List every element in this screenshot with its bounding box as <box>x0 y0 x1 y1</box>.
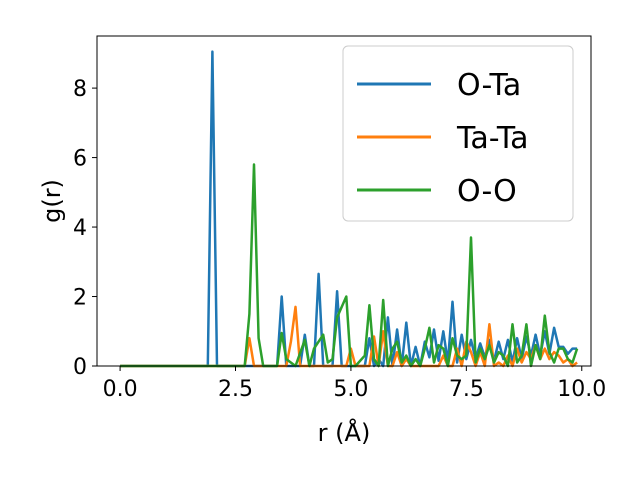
y-axis-ticks: 0 2 4 6 8 <box>73 77 97 380</box>
x-axis-label: r (Å) <box>318 418 371 447</box>
x-tick-label: 0.0 <box>103 377 138 402</box>
x-tick-label: 2.5 <box>218 377 253 402</box>
x-axis-ticks: 0.0 2.5 5.0 7.5 10.0 <box>103 366 606 402</box>
legend-label-ta-ta: Ta-Ta <box>456 121 529 156</box>
y-tick-label: 4 <box>73 216 87 241</box>
plot-frame <box>96 35 592 367</box>
legend: O-Ta Ta-Ta O-O <box>342 45 574 222</box>
y-tick-label: 2 <box>73 286 87 311</box>
x-tick-label: 7.5 <box>449 377 484 402</box>
y-tick-label: 0 <box>73 355 87 380</box>
legend-label-o-o: O-O <box>457 174 517 209</box>
y-tick-label: 6 <box>73 147 87 172</box>
y-axis-label: g(r) <box>38 179 66 223</box>
x-tick-label: 5.0 <box>333 377 368 402</box>
y-tick-label: 8 <box>73 77 87 102</box>
x-tick-label: 10.0 <box>557 377 606 402</box>
legend-box <box>342 45 574 222</box>
legend-label-o-ta: O-Ta <box>457 68 521 103</box>
